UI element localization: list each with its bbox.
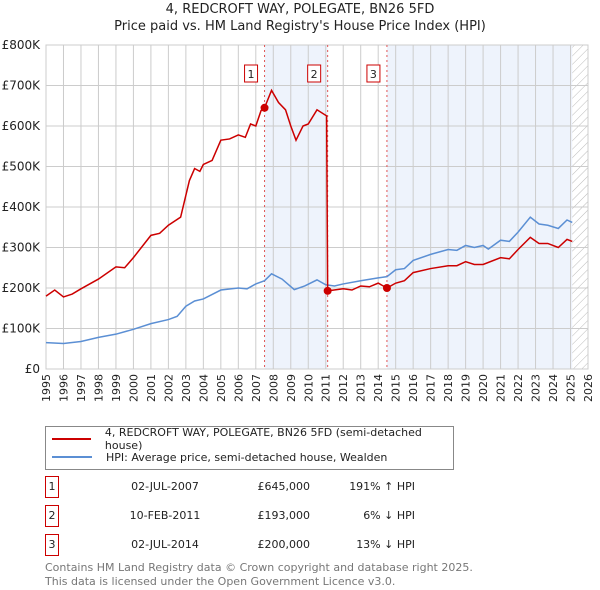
y-tick-label: £400K <box>2 200 42 214</box>
x-tick-label: 2015 <box>390 374 403 402</box>
x-tick-label: 1998 <box>92 374 105 402</box>
x-tick-label: 2005 <box>215 374 228 402</box>
x-tick-label: 2022 <box>512 374 525 402</box>
x-tick-label: 2023 <box>530 374 543 402</box>
sale-row: 2 10-FEB-2011 £193,000 6% ↓ HPI <box>45 505 465 527</box>
chart-title: 4, REDCROFT WAY, POLEGATE, BN26 5FD <box>165 2 435 17</box>
sale-date: 10-FEB-2011 <box>129 509 201 522</box>
y-tick-label: £500K <box>2 160 42 174</box>
sale-date: 02-JUL-2007 <box>131 480 199 493</box>
x-tick-label: 2004 <box>197 374 210 402</box>
x-tick-label: 2007 <box>250 374 263 402</box>
x-tick-label: 2003 <box>180 374 193 402</box>
footer-licence: This data is licensed under the Open Gov… <box>45 575 396 588</box>
x-tick-label: 2019 <box>460 374 473 402</box>
x-tick-label: 2020 <box>477 374 490 402</box>
sale-marker-label: 1 <box>45 476 59 498</box>
y-tick-label: £600K <box>2 119 42 133</box>
x-tick-label: 2014 <box>372 374 385 402</box>
sale-marker-label: 3 <box>370 68 377 81</box>
x-tick-label: 1995 <box>40 374 53 402</box>
sale-marker-box <box>366 64 381 83</box>
sale-marker-label: 2 <box>45 505 59 527</box>
sale-price: £200,000 <box>257 538 311 551</box>
x-tick-label: 1996 <box>57 374 70 402</box>
sale-price: £193,000 <box>257 509 311 522</box>
x-tick-label: 2000 <box>127 374 140 402</box>
sale-hpi-diff: 13% ↓ HPI <box>356 538 415 551</box>
sale-marker-label: 2 <box>311 68 318 81</box>
legend-item-property: 4, REDCROFT WAY, POLEGATE, BN26 5FD (sem… <box>52 426 453 452</box>
x-tick-label: 2013 <box>355 374 368 402</box>
plot-border <box>45 44 589 370</box>
legend-swatch-blue <box>52 456 92 458</box>
y-tick-label: £0 <box>25 362 40 376</box>
legend-label: HPI: Average price, semi-detached house,… <box>106 450 388 464</box>
sale-point <box>323 286 332 295</box>
sale-marker-label: 3 <box>45 534 59 556</box>
sale-marker-box <box>307 64 322 83</box>
x-tick-label: 2024 <box>547 374 560 402</box>
chart-subtitle: Price paid vs. HM Land Registry's House … <box>114 19 486 34</box>
sale-marker-box <box>244 64 259 83</box>
legend-label: 4, REDCROFT WAY, POLEGATE, BN26 5FD (sem… <box>104 426 422 452</box>
sale-hpi-diff: 6% ↓ HPI <box>363 509 415 522</box>
sale-price: £645,000 <box>257 480 311 493</box>
x-tick-label: 2026 <box>582 374 595 402</box>
sale-point <box>260 103 269 112</box>
x-tick-label: 2006 <box>232 374 245 402</box>
legend-swatch-red <box>52 438 91 440</box>
footer-copyright: Contains HM Land Registry data © Crown c… <box>45 561 473 574</box>
legend-item-hpi: HPI: Average price, semi-detached house,… <box>52 449 387 465</box>
legend: 4, REDCROFT WAY, POLEGATE, BN26 5FD (sem… <box>45 426 454 470</box>
x-tick-label: 1997 <box>75 374 88 402</box>
x-tick-label: 2018 <box>442 374 455 402</box>
x-tick-label: 2025 <box>565 374 578 402</box>
price-chart: 1995 1996 1997 1998 1999 2000 2001 2002 2003 2004… <box>2 38 595 402</box>
sale-row: 1 02-JUL-2007 £645,000 191% ↑ HPI <box>45 476 465 498</box>
x-tick-label: 2009 <box>285 374 298 402</box>
x-tick-label: 2002 <box>162 374 175 402</box>
sale-marker-label: 1 <box>248 68 255 81</box>
y-tick-label: £100K <box>2 322 42 336</box>
sale-point <box>382 284 391 292</box>
x-tick-label: 2011 <box>320 374 333 402</box>
x-tick-label: 2008 <box>267 374 280 402</box>
x-tick-label: 1999 <box>110 374 123 402</box>
y-tick-label: £800K <box>2 38 42 52</box>
sale-row: 3 02-JUL-2014 £200,000 13% ↓ HPI <box>45 534 465 556</box>
y-tick-label: £200K <box>2 281 42 295</box>
x-tick-label: 2016 <box>407 374 420 402</box>
y-tick-label: £300K <box>2 241 42 255</box>
sale-hpi-diff: 191% ↑ HPI <box>349 480 415 493</box>
x-tick-label: 2017 <box>425 374 438 402</box>
x-tick-label: 2021 <box>495 374 508 402</box>
price-paid-line <box>45 88 573 298</box>
hpi-line <box>45 216 573 345</box>
x-tick-label: 2012 <box>337 374 350 402</box>
sale-date: 02-JUL-2014 <box>131 538 199 551</box>
x-tick-label: 2001 <box>145 374 158 402</box>
y-tick-label: £700K <box>2 79 42 93</box>
x-tick-label: 2010 <box>302 374 315 402</box>
